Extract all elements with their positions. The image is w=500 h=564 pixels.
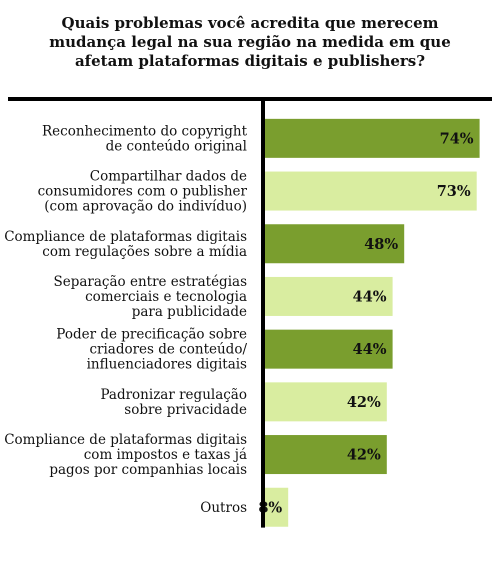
chart-title-line-3: afetam plataformas digitais e publishers… bbox=[74, 52, 426, 70]
bar-8 bbox=[265, 487, 289, 527]
value-label-6: 42% bbox=[347, 394, 381, 411]
category-label-6-line-1: Padronizar regulação bbox=[100, 387, 247, 403]
y-axis-line bbox=[261, 101, 265, 528]
category-label-4-line-3: para publicidade bbox=[132, 304, 247, 320]
category-label-6-line-2: sobre privacidade bbox=[124, 402, 247, 418]
bar-3 bbox=[265, 224, 405, 264]
category-label-5-line-2: criadores de conteúdo/ bbox=[89, 342, 247, 358]
category-label-5-line-3: influenciadores digitais bbox=[87, 357, 247, 373]
bar-2 bbox=[265, 171, 477, 211]
category-label-7-line-2: com impostos e taxas já bbox=[84, 447, 247, 463]
bar-7 bbox=[265, 435, 387, 475]
category-label-1-line-1: Reconhecimento do copyright bbox=[42, 123, 248, 139]
bar-6 bbox=[265, 382, 387, 422]
value-label-2: 73% bbox=[437, 183, 471, 200]
category-label-8-line-1: Outros bbox=[200, 500, 247, 516]
bar-1 bbox=[265, 118, 480, 158]
chart-title-line-2: mudança legal na sua região na medida em… bbox=[49, 33, 451, 51]
value-label-5: 44% bbox=[353, 341, 387, 358]
category-label-2-line-2: consumidores com o publisher bbox=[38, 184, 248, 200]
category-label-2-line-1: Compartilhar dados de bbox=[90, 169, 247, 185]
value-label-1: 74% bbox=[440, 130, 474, 147]
title-divider bbox=[8, 97, 492, 101]
category-label-3-line-1: Compliance de plataformas digitais bbox=[4, 229, 247, 245]
category-label-1-line-2: de conteúdo original bbox=[106, 138, 247, 154]
bar-5 bbox=[265, 329, 393, 369]
value-label-3: 48% bbox=[364, 236, 398, 253]
category-label-7-line-3: pagos por companhias locais bbox=[49, 462, 247, 478]
value-label-4: 44% bbox=[353, 288, 387, 305]
chart-title-line-1: Quais problemas você acredita que merece… bbox=[61, 14, 439, 32]
value-label-7: 42% bbox=[347, 447, 381, 464]
bar-4 bbox=[265, 276, 393, 316]
category-label-5-line-1: Poder de precificação sobre bbox=[56, 327, 247, 343]
category-label-7-line-1: Compliance de plataformas digitais bbox=[4, 432, 247, 448]
category-label-2-line-3: (com aprovação do indivíduo) bbox=[44, 199, 247, 215]
chart-title: Quais problemas você acredita que merece… bbox=[20, 14, 480, 71]
category-label-4-line-1: Separação entre estratégias bbox=[54, 274, 248, 290]
category-label-4-line-2: comerciais e tecnologia bbox=[85, 289, 247, 305]
category-label-3-line-2: com regulações sobre a mídia bbox=[42, 244, 247, 260]
